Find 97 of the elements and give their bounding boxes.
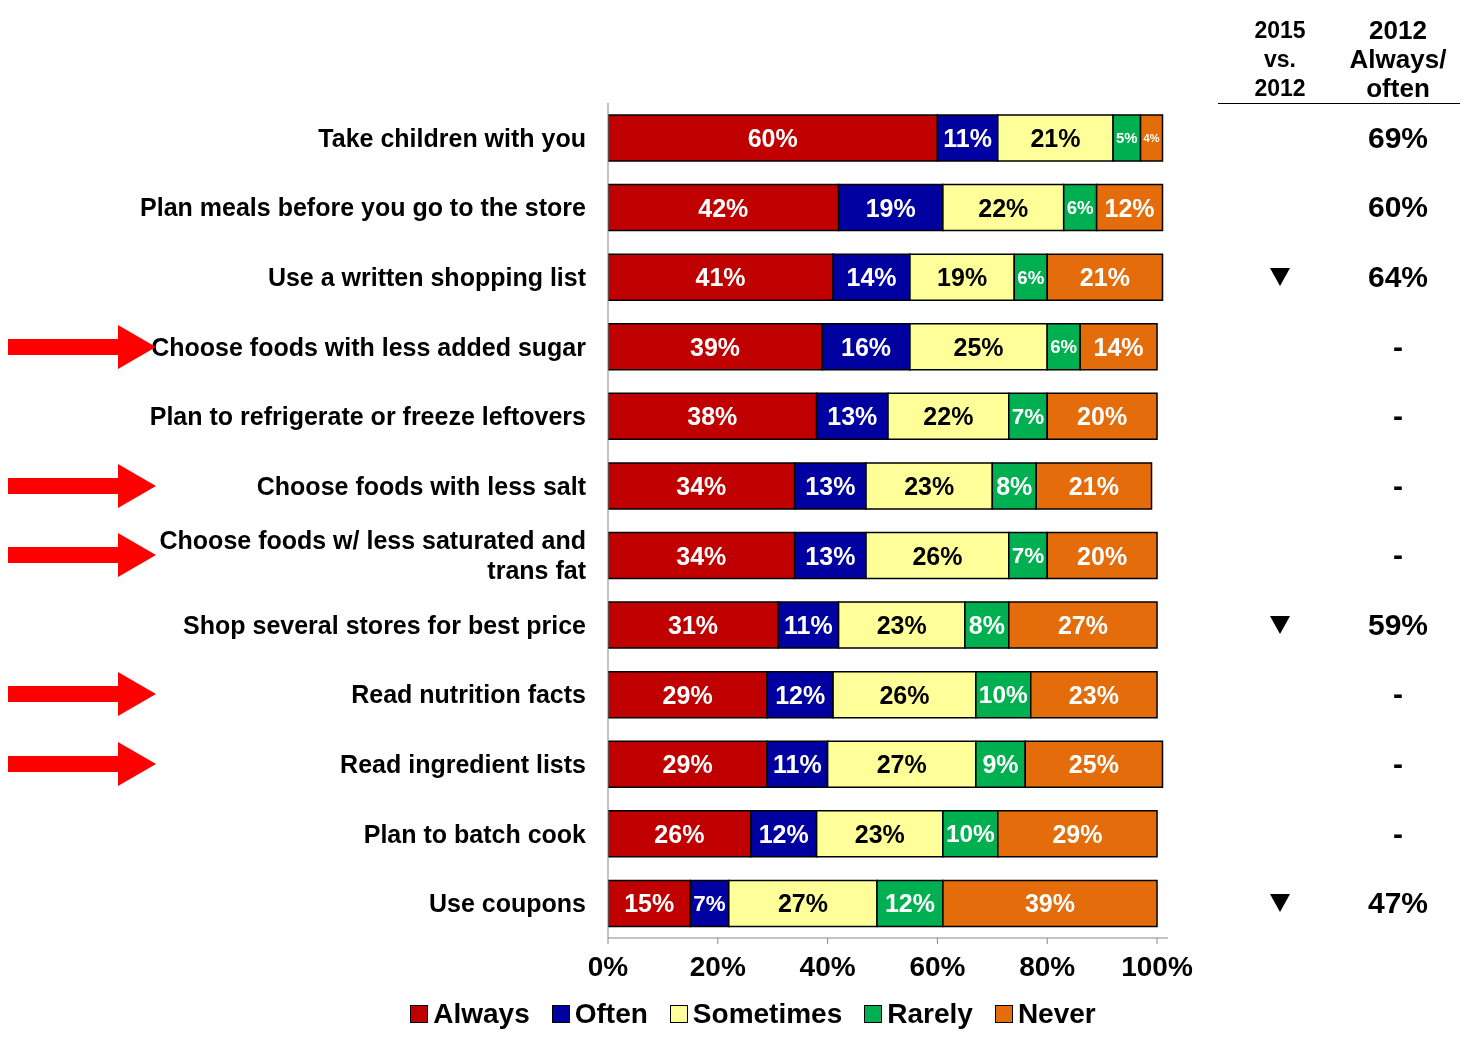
data-label: 14% [846, 263, 897, 292]
data-label: 23% [1068, 680, 1119, 709]
legend-label: Often [574, 998, 648, 1030]
text: 59% [1366, 606, 1429, 643]
text: 2012 Always/ often [1348, 15, 1448, 103]
data-label: 23% [854, 819, 905, 848]
data-label: 11% [784, 611, 833, 640]
data-label: 8% [996, 471, 1033, 500]
x-tick-label: 20% [689, 950, 746, 982]
data-label: 23% [876, 611, 927, 640]
data-label: 25% [1068, 750, 1119, 779]
data-label: 29% [662, 750, 713, 779]
data-label: 41% [695, 263, 746, 292]
data-label: 13% [805, 541, 856, 570]
data-label: 12% [1104, 193, 1155, 222]
data-label: 13% [827, 402, 878, 431]
text: - [1392, 398, 1404, 435]
legend-label: Always [433, 998, 530, 1030]
data-label: 23% [904, 471, 955, 500]
data-label: 14% [1093, 332, 1144, 361]
data-label: 34% [676, 471, 727, 500]
data-label: 20% [1077, 541, 1128, 570]
data-label: 19% [937, 263, 988, 292]
text: - [1392, 676, 1404, 713]
text: - [1392, 328, 1404, 365]
y-tick-label: Use coupons [429, 889, 586, 918]
data-label: 10% [978, 681, 1029, 709]
data-label: 11% [773, 750, 822, 779]
data-label: 34% [676, 541, 727, 570]
text: - [1392, 467, 1404, 504]
data-label: 12% [884, 889, 935, 918]
data-label: 22% [978, 193, 1029, 222]
text: 47% [1366, 885, 1429, 922]
y-tick-label: Plan to batch cook [363, 819, 587, 848]
x-tick-label: 40% [799, 950, 856, 982]
y-tick-label: Choose foods w/ less saturated and trans fat [159, 526, 587, 585]
data-label: 21% [1068, 471, 1119, 500]
data-label: 8% [968, 611, 1005, 640]
x-tick-label: 100% [1121, 950, 1193, 982]
y-tick-label: Use a written shopping list [267, 262, 587, 291]
y-tick-label: Choose foods with less salt [256, 471, 587, 500]
data-label: 7% [693, 890, 726, 916]
text: 60% [1366, 189, 1429, 226]
data-label: 4% [1143, 132, 1160, 144]
data-label: 25% [953, 332, 1004, 361]
data-label: 11% [943, 124, 992, 152]
x-tick-label: 0% [587, 950, 629, 982]
data-label: 29% [662, 680, 713, 709]
text: - [1392, 537, 1404, 574]
data-label: 27% [777, 889, 828, 918]
data-label: 20% [1077, 402, 1128, 431]
data-label: 31% [668, 611, 719, 640]
y-tick-label: Read nutrition facts [351, 680, 586, 709]
data-label: 39% [690, 332, 741, 361]
data-label: 60% [747, 124, 798, 152]
text: - [1392, 746, 1404, 783]
legend-label: Rarely [887, 998, 973, 1030]
x-tick-label: 60% [909, 950, 966, 982]
data-label: 6% [1017, 266, 1045, 288]
legend-label: Sometimes [692, 998, 843, 1030]
data-label: 5% [1116, 130, 1138, 146]
data-label: 27% [876, 750, 927, 779]
y-tick-label: Shop several stores for best price [183, 610, 587, 639]
data-label: 27% [1057, 611, 1108, 640]
data-label: 16% [841, 332, 892, 361]
data-label: 10% [945, 820, 996, 848]
data-label: 26% [654, 819, 705, 848]
data-label: 13% [805, 471, 856, 500]
data-label: 21% [1030, 124, 1081, 152]
data-label: 7% [1011, 403, 1045, 429]
text: - [1392, 815, 1404, 852]
data-label: 42% [698, 193, 749, 222]
data-label: 39% [1024, 889, 1075, 918]
y-tick-label: Read ingredient lists [340, 750, 586, 779]
data-label: 12% [775, 680, 826, 709]
data-label: 6% [1066, 197, 1095, 219]
data-label: 26% [912, 541, 963, 570]
data-label: 9% [982, 750, 1019, 779]
y-tick-label: Take children with you [318, 123, 586, 152]
y-tick-label: Plan to refrigerate or freeze leftovers [149, 402, 586, 431]
legend-label: Never [1017, 998, 1096, 1030]
data-label: 19% [865, 193, 916, 222]
data-label: 12% [758, 819, 809, 848]
data-label: 26% [879, 680, 930, 709]
data-label: 29% [1052, 819, 1103, 848]
text: 2015 vs. 2012 [1253, 16, 1307, 103]
y-tick-label: Choose foods with less added sugar [151, 332, 587, 361]
x-tick-label: 80% [1019, 950, 1076, 982]
text: 64% [1366, 258, 1429, 295]
data-label: 15% [624, 889, 675, 918]
data-label: 6% [1050, 336, 1078, 358]
text: 69% [1366, 119, 1429, 156]
data-label: 38% [687, 402, 738, 431]
data-label: 21% [1079, 263, 1130, 292]
data-label: 7% [1011, 543, 1045, 568]
data-label: 22% [923, 402, 974, 431]
y-tick-label: Plan meals before you go to the store [140, 193, 587, 222]
